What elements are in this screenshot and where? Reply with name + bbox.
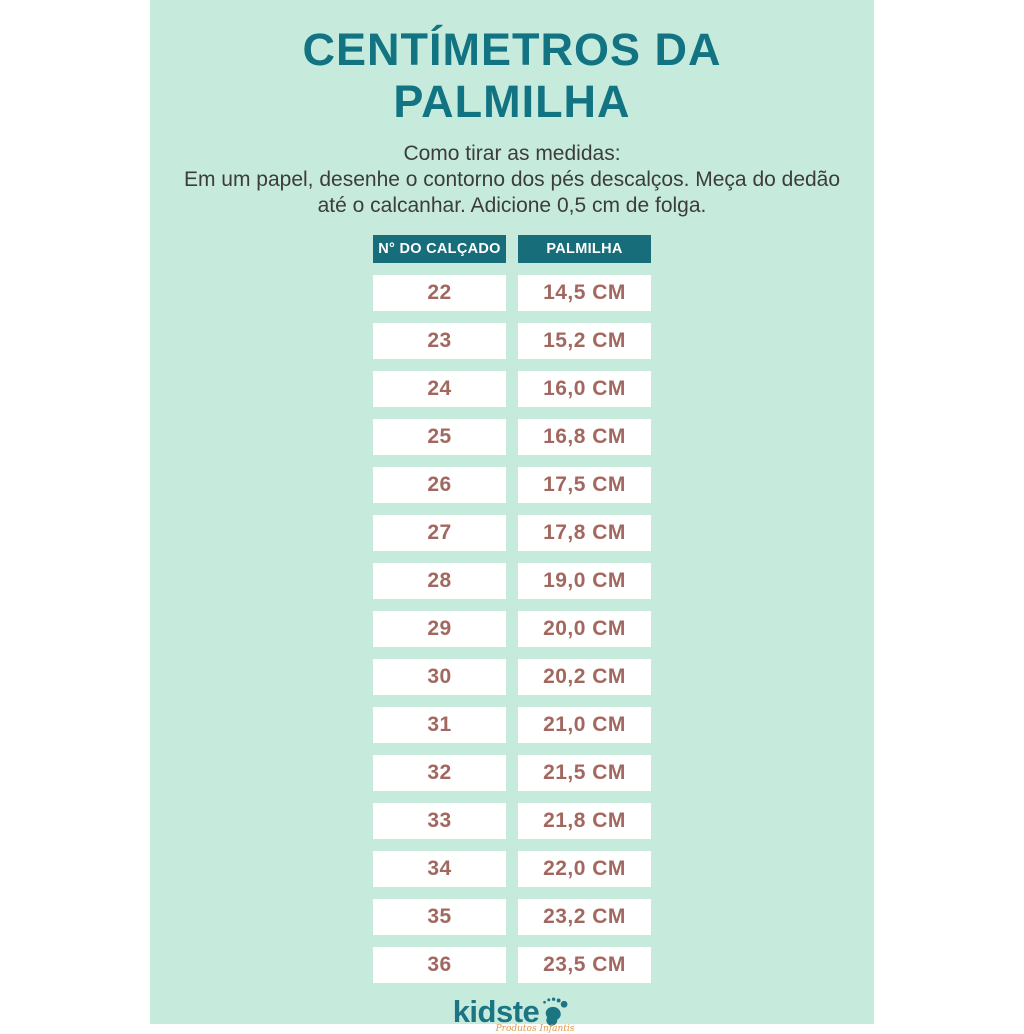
- column-header-shoe-size: N° DO CALÇADO: [373, 235, 506, 263]
- cell-shoe-size: 24: [373, 371, 506, 407]
- table-body: 22 14,5 CM 23 15,2 CM 24 16,0 CM 25 16,8 CM 26 17…: [373, 275, 651, 983]
- cell-shoe-size: 25: [373, 419, 506, 455]
- table-row: 32 21,5 CM: [373, 755, 651, 791]
- cell-insole-cm: 21,0 CM: [518, 707, 651, 743]
- cell-insole-cm: 16,8 CM: [518, 419, 651, 455]
- cell-insole-cm: 14,5 CM: [518, 275, 651, 311]
- cell-shoe-size: 31: [373, 707, 506, 743]
- cell-insole-cm: 22,0 CM: [518, 851, 651, 887]
- cell-shoe-size: 28: [373, 563, 506, 599]
- cell-shoe-size: 32: [373, 755, 506, 791]
- cell-shoe-size: 27: [373, 515, 506, 551]
- size-table: N° DO CALÇADO PALMILHA 22 14,5 CM 23 15,2 C…: [373, 235, 651, 983]
- cell-insole-cm: 23,5 CM: [518, 947, 651, 983]
- cell-insole-cm: 20,2 CM: [518, 659, 651, 695]
- table-row: 24 16,0 CM: [373, 371, 651, 407]
- cell-shoe-size: 35: [373, 899, 506, 935]
- brand-name: kidste: [452, 994, 540, 1029]
- cell-shoe-size: 23: [373, 323, 506, 359]
- table-row: 22 14,5 CM: [373, 275, 651, 311]
- page-title: CENTÍMETROS DA PALMILHA: [302, 24, 722, 127]
- column-header-insole: PALMILHA: [518, 235, 651, 263]
- cell-shoe-size: 30: [373, 659, 506, 695]
- table-row: 25 16,8 CM: [373, 419, 651, 455]
- cell-shoe-size: 22: [373, 275, 506, 311]
- cell-insole-cm: 15,2 CM: [518, 323, 651, 359]
- table-row: 31 21,0 CM: [373, 707, 651, 743]
- table-row: 23 15,2 CM: [373, 323, 651, 359]
- cell-shoe-size: 36: [373, 947, 506, 983]
- cell-insole-cm: 21,5 CM: [518, 755, 651, 791]
- cell-shoe-size: 33: [373, 803, 506, 839]
- table-row: 36 23,5 CM: [373, 947, 651, 983]
- table-row: 26 17,5 CM: [373, 467, 651, 503]
- table-row: 28 19,0 CM: [373, 563, 651, 599]
- table-row: 30 20,2 CM: [373, 659, 651, 695]
- brand-footer: kidste Produtos Infantis: [150, 995, 874, 1034]
- size-guide-panel: CENTÍMETROS DA PALMILHA Como tirar as me…: [150, 0, 874, 1034]
- table-row: 34 22,0 CM: [373, 851, 651, 887]
- instructions-body: Em um papel, desenhe o contorno dos pés …: [183, 168, 841, 217]
- cell-insole-cm: 16,0 CM: [518, 371, 651, 407]
- cell-shoe-size: 26: [373, 467, 506, 503]
- table-row: 35 23,2 CM: [373, 899, 651, 935]
- cell-insole-cm: 23,2 CM: [518, 899, 651, 935]
- instructions-heading: Como tirar as medidas:: [403, 142, 621, 165]
- cell-insole-cm: 19,0 CM: [518, 563, 651, 599]
- cell-insole-cm: 17,8 CM: [518, 515, 651, 551]
- cell-shoe-size: 29: [373, 611, 506, 647]
- brand-logo: kidste: [150, 995, 874, 1027]
- cell-insole-cm: 17,5 CM: [518, 467, 651, 503]
- cell-shoe-size: 34: [373, 851, 506, 887]
- cell-insole-cm: 21,8 CM: [518, 803, 651, 839]
- footprint-icon: [543, 997, 568, 1026]
- brand-tagline: Produtos Infantis: [495, 1024, 575, 1034]
- table-row: 27 17,8 CM: [373, 515, 651, 551]
- table-row: 29 20,0 CM: [373, 611, 651, 647]
- table-header-row: N° DO CALÇADO PALMILHA: [373, 235, 651, 263]
- table-row: 33 21,8 CM: [373, 803, 651, 839]
- cell-insole-cm: 20,0 CM: [518, 611, 651, 647]
